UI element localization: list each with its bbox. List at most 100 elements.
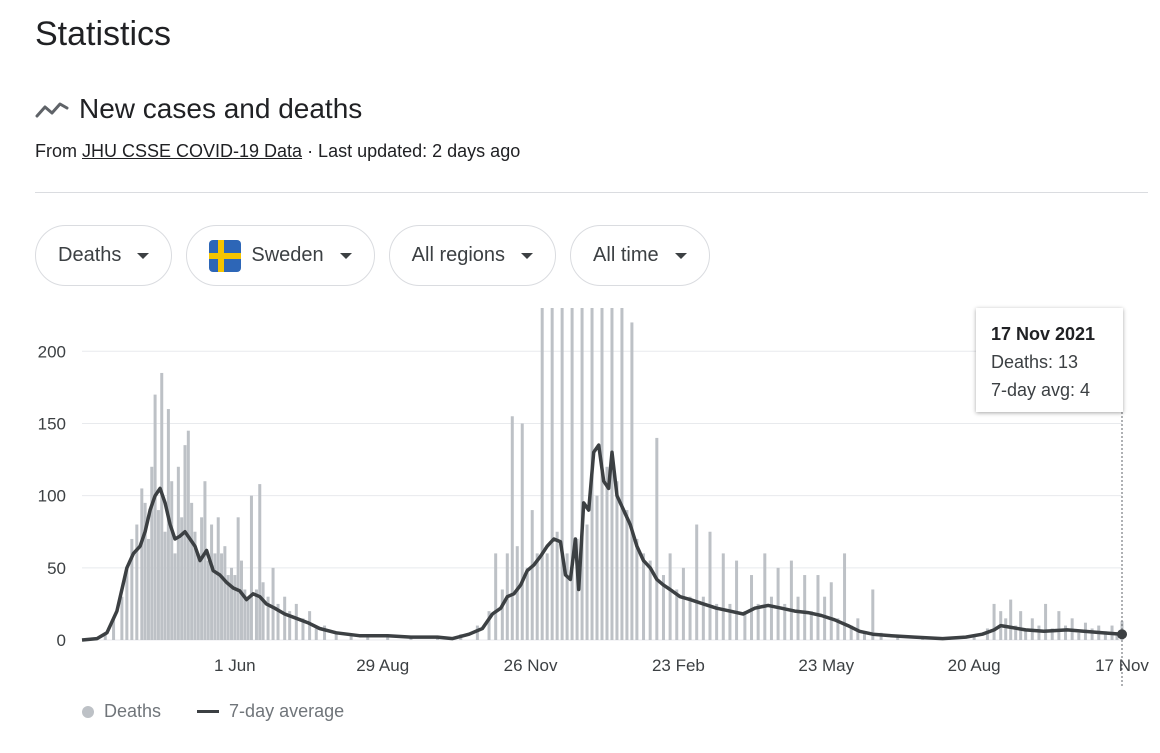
y-tick-label: 100 <box>38 487 66 506</box>
deaths-bar <box>1019 611 1023 640</box>
deaths-bar <box>520 423 524 640</box>
chevron-down-icon <box>339 252 352 259</box>
legend-item-deaths[interactable]: Deaths <box>82 701 161 722</box>
deaths-bar <box>515 546 519 640</box>
deaths-bar <box>789 560 793 640</box>
chevron-down-icon <box>137 252 150 259</box>
deaths-bar <box>487 611 491 640</box>
y-tick-label: 150 <box>38 414 66 433</box>
deaths-bar <box>190 502 194 640</box>
deaths-bar <box>283 596 287 640</box>
country-dropdown-label: Sweden <box>251 244 324 266</box>
deaths-bar <box>1064 625 1068 640</box>
deaths-bar <box>220 553 224 640</box>
deaths-bar <box>103 632 107 640</box>
region-dropdown[interactable]: All regions <box>388 225 557 286</box>
deaths-bar <box>816 575 820 640</box>
deaths-bar <box>258 484 262 640</box>
deaths-bar <box>610 308 614 640</box>
deaths-bar <box>565 553 569 640</box>
deaths-bar <box>688 596 692 640</box>
deaths-bar <box>530 510 534 640</box>
deaths-bar <box>985 628 989 640</box>
deaths-bar <box>301 618 305 640</box>
cursor-point <box>1117 629 1127 640</box>
deaths-bar <box>695 524 699 640</box>
deaths-bar <box>545 553 549 640</box>
last-updated: · Last updated: 2 days ago <box>302 141 521 161</box>
deaths-bar <box>249 495 253 640</box>
y-tick-label: 50 <box>47 559 66 578</box>
chevron-down-icon <box>521 252 534 259</box>
deaths-bar <box>140 488 144 640</box>
deaths-bar <box>829 582 833 640</box>
time-range-dropdown-label: All time <box>593 244 659 266</box>
deaths-bar <box>1004 618 1008 640</box>
tooltip-deaths: Deaths: 13 <box>991 352 1079 372</box>
deaths-bar <box>642 553 646 640</box>
deaths-bar <box>769 596 773 640</box>
x-tick-label: 23 May <box>798 656 854 675</box>
deaths-bar <box>243 589 247 640</box>
divider <box>35 192 1148 193</box>
deaths-bar <box>1057 611 1061 640</box>
deaths-bar <box>135 524 139 640</box>
trending-line-icon <box>35 102 69 118</box>
country-dropdown[interactable]: Sweden <box>186 225 375 286</box>
deaths-bar <box>625 510 629 640</box>
deaths-bar <box>170 481 174 640</box>
time-range-dropdown[interactable]: All time <box>570 225 710 286</box>
deaths-bar <box>1014 625 1018 640</box>
deaths-bar <box>125 567 129 640</box>
deaths-bar <box>743 611 747 640</box>
deaths-bar <box>763 553 767 640</box>
deaths-bar <box>605 466 609 640</box>
deaths-bar <box>200 517 204 640</box>
card-title: New cases and deaths <box>79 93 363 124</box>
deaths-bar <box>750 575 754 640</box>
deaths-bar <box>213 553 217 640</box>
deaths-bar <box>294 603 298 640</box>
metric-dropdown[interactable]: Deaths <box>35 225 173 286</box>
deaths-bar <box>630 322 634 640</box>
deaths-bar <box>756 603 760 640</box>
legend-average-label: 7-day average <box>229 701 345 721</box>
deaths-bar <box>210 524 214 640</box>
deaths-bar <box>475 625 479 640</box>
deaths-bar <box>1103 631 1107 640</box>
legend-item-average[interactable]: 7-day average <box>197 701 344 722</box>
deaths-bar <box>112 618 116 640</box>
x-tick-label: 23 Feb <box>652 656 705 675</box>
deaths-bar <box>849 625 853 640</box>
deaths-bar <box>223 546 227 640</box>
deaths-bar <box>843 553 847 640</box>
legend-deaths-label: Deaths <box>104 701 162 721</box>
hover-cursor <box>1117 412 1127 688</box>
deaths-bar <box>143 502 147 640</box>
deaths-bar <box>183 445 187 640</box>
deaths-bar <box>173 553 177 640</box>
deaths-bar <box>206 560 210 640</box>
deaths-bar <box>193 531 197 640</box>
deaths-chart[interactable]: 0 50 100 150 200 1 Jun 29 Aug 26 Nov 23 Feb 23 Ma… <box>0 300 1160 695</box>
deaths-bar <box>836 618 840 640</box>
deaths-bar <box>500 589 504 640</box>
y-tick-label: 200 <box>38 342 66 361</box>
deaths-bar <box>540 308 544 640</box>
deaths-bar <box>226 575 230 640</box>
chart-legend: Deaths 7-day average <box>82 701 380 722</box>
deaths-bar <box>648 560 652 640</box>
deaths-bar <box>550 308 554 640</box>
deaths-bar <box>288 611 292 640</box>
deaths-bar <box>635 538 639 640</box>
deaths-bar <box>535 553 539 640</box>
deaths-bar <box>233 575 237 640</box>
card-header: New cases and deaths <box>35 90 362 128</box>
deaths-bar <box>1024 628 1028 640</box>
deaths-bar <box>570 308 574 640</box>
deaths-bar <box>386 637 390 640</box>
source-link[interactable]: JHU CSSE COVID-19 Data <box>82 141 303 161</box>
deaths-bar <box>261 582 265 640</box>
deaths-bar <box>661 575 665 640</box>
deaths-bar <box>580 308 584 640</box>
